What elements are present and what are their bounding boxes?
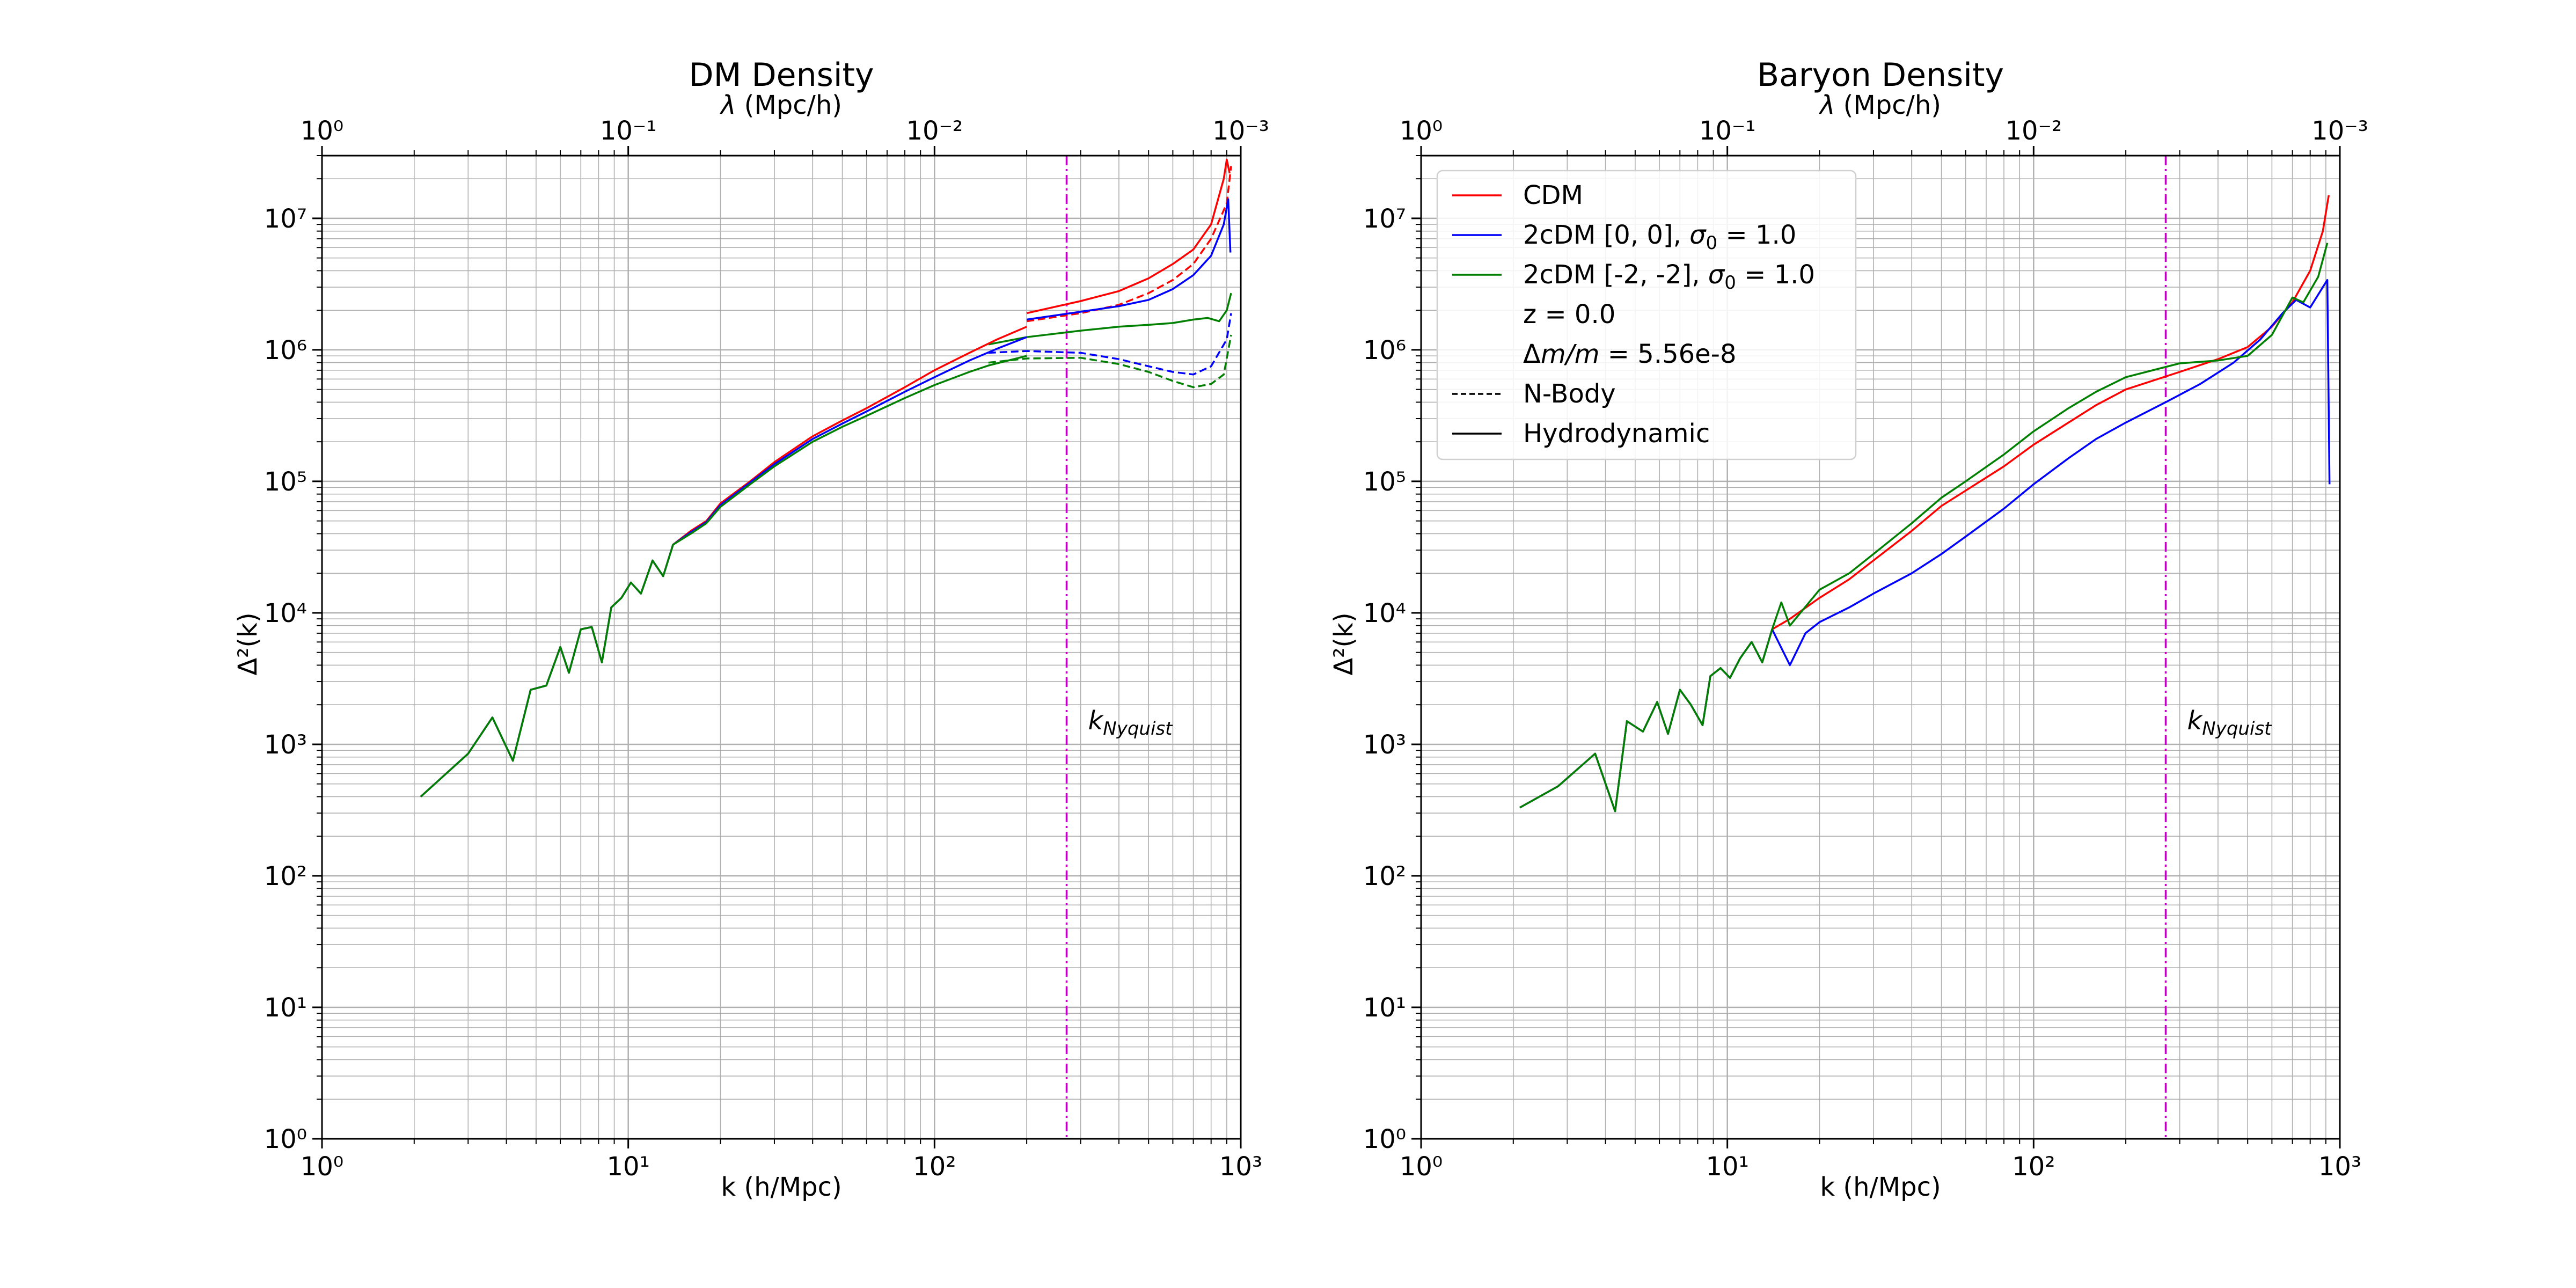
top-axis-unit: (Mpc/h) — [736, 90, 842, 120]
x-tick-label: 10¹ — [1706, 1152, 1749, 1182]
series-line-cdm-solid — [1026, 158, 1231, 314]
legend-subscript: 0 — [1706, 232, 1718, 254]
top-axis-unit: (Mpc/h) — [1835, 90, 1941, 120]
top-axis-label: λ (Mpc/h) — [1818, 90, 1941, 120]
legend-entry-label: 2cDM [-2, -2], σ0 = 1.0 — [1523, 260, 1815, 294]
y-tick-label: 10⁰ — [1363, 1124, 1406, 1154]
nyquist-k-symbol: k — [1088, 706, 1104, 736]
x-tick-label: 10⁰ — [301, 1152, 343, 1182]
nyquist-subscript: Nyquist — [1103, 718, 1173, 740]
series-line-cdm2_00-solid — [420, 336, 1027, 797]
x-tick-label: 10³ — [1219, 1152, 1262, 1182]
series-line-cdm-solid — [420, 326, 1027, 797]
x-axis-label: k (h/Mpc) — [1820, 1172, 1941, 1202]
nyquist-k-symbol: k — [2187, 706, 2203, 736]
legend-entry-label: CDM — [1523, 180, 1583, 210]
top-tick-label: 10⁰ — [1400, 116, 1443, 146]
nyquist-label: kNyquist — [2187, 706, 2272, 740]
lambda-symbol: λ — [719, 90, 736, 120]
top-tick-label: 10⁻³ — [1212, 116, 1269, 146]
legend-italic: m/m — [1541, 339, 1600, 369]
series-line-cdm2_m2-solid — [1519, 243, 2329, 813]
y-tick-label: 10¹ — [1363, 993, 1406, 1023]
top-tick-label: 10⁻² — [2006, 116, 2062, 146]
legend-text: = 1.0 — [1736, 260, 1815, 290]
nyquist-label: kNyquist — [1088, 706, 1173, 740]
x-tick-label: 10³ — [2318, 1152, 2361, 1182]
y-axis-label: Δ²(k) — [233, 612, 263, 675]
y-tick-label: 10⁶ — [264, 335, 307, 365]
legend-sigma: σ — [1689, 220, 1707, 250]
legend-text: 2cDM [-2, -2], — [1523, 260, 1708, 290]
series-line-cdm2_00-solid — [1026, 198, 1232, 321]
y-tick-label: 10⁵ — [264, 467, 307, 497]
dm-density-panel: DM Density λ (Mpc/h) k (h/Mpc) Δ²(k) kNy… — [233, 56, 1269, 1202]
legend-text: = 5.56e-8 — [1600, 339, 1737, 369]
legend-sigma: σ — [1708, 260, 1725, 290]
top-tick-label: 10⁰ — [301, 116, 343, 146]
legend-text: = 1.0 — [1717, 220, 1796, 250]
legend-box — [1436, 170, 1857, 460]
legend-subscript: 0 — [1724, 272, 1736, 294]
legend-entry-label: 2cDM [0, 0], σ0 = 1.0 — [1523, 220, 1796, 254]
series-group — [1519, 195, 2331, 813]
legend-entry-label: Hydrodynamic — [1523, 419, 1710, 449]
y-tick-label: 10⁴ — [264, 598, 307, 628]
x-tick-label: 10² — [2012, 1152, 2055, 1182]
plot-frame — [1420, 155, 2341, 1140]
y-tick-label: 10⁴ — [1363, 598, 1406, 628]
top-tick-label: 10⁻¹ — [1699, 116, 1756, 146]
y-tick-label: 10⁰ — [264, 1124, 307, 1154]
y-tick-label: 10⁵ — [1363, 467, 1406, 497]
legend-text: Δ — [1523, 339, 1541, 369]
y-tick-label: 10³ — [1363, 730, 1406, 760]
y-axis-label: Δ²(k) — [1329, 612, 1359, 675]
series-line-cdm2_m2-solid — [988, 292, 1232, 346]
series-line-cdm2_m2-dashed — [988, 334, 1232, 389]
legend-entry-label: N-Body — [1523, 379, 1616, 409]
nyquist-subscript: Nyquist — [2202, 718, 2272, 740]
y-tick-label: 10² — [264, 861, 307, 891]
top-tick-label: 10⁻² — [906, 116, 963, 146]
series-line-cdm2_00-dashed — [988, 313, 1232, 376]
y-tick-label: 10⁷ — [1363, 204, 1406, 234]
x-axis-label: k (h/Mpc) — [721, 1172, 841, 1202]
legend-entry-label: z = 0.0 — [1523, 299, 1615, 330]
y-tick-label: 10⁷ — [264, 204, 307, 234]
plot-frame — [321, 155, 1242, 1140]
series-line-cdm-dashed — [1026, 166, 1232, 323]
x-tick-label: 10² — [913, 1152, 956, 1182]
y-tick-label: 10⁶ — [1363, 335, 1406, 365]
chart-title: Baryon Density — [1757, 56, 2004, 94]
top-tick-label: 10⁻³ — [2311, 116, 2368, 146]
lambda-symbol: λ — [1818, 90, 1835, 120]
x-tick-label: 10¹ — [607, 1152, 650, 1182]
top-tick-label: 10⁻¹ — [600, 116, 657, 146]
x-tick-label: 10⁰ — [1400, 1152, 1443, 1182]
legend-text: 2cDM [0, 0], — [1523, 220, 1689, 250]
series-line-cdm2_m2-solid — [420, 355, 1027, 797]
legend-entry-label: Δm/m = 5.56e-8 — [1523, 339, 1737, 369]
grid — [322, 156, 1241, 1139]
series-group — [420, 158, 1232, 797]
chart-title: DM Density — [689, 56, 874, 94]
baryon-density-panel: Baryon Density λ (Mpc/h) k (h/Mpc) Δ²(k)… — [1329, 56, 2368, 1202]
y-tick-label: 10² — [1363, 861, 1406, 891]
y-tick-label: 10³ — [264, 730, 307, 760]
top-axis-label: λ (Mpc/h) — [719, 90, 842, 120]
y-tick-label: 10¹ — [264, 993, 307, 1023]
